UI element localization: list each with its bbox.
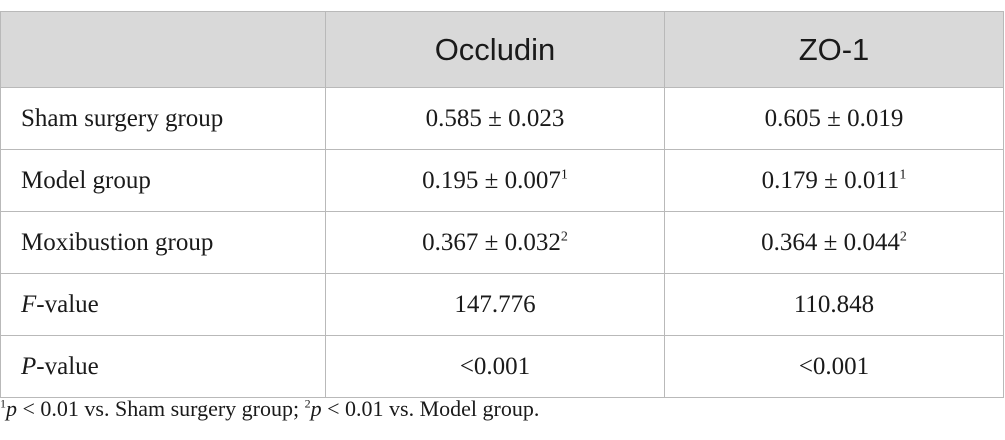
occludin-cell: 0.367 ± 0.0322: [325, 211, 665, 274]
row-label: F-value: [0, 273, 326, 336]
occludin-value: 0.585 ± 0.023: [425, 104, 565, 132]
row-label-text: Model group: [21, 166, 151, 194]
table-footnote: 1p < 0.01 vs. Sham surgery group; 2p < 0…: [0, 396, 539, 422]
table-row: Sham surgery group 0.585 ± 0.023 0.605 ±…: [0, 87, 1004, 150]
occludin-cell: 147.776: [325, 273, 665, 336]
zo1-value: 0.179 ± 0.011: [761, 166, 900, 194]
zo1-cell: 0.605 ± 0.019: [664, 87, 1004, 150]
footnote-mark-2: 2: [304, 396, 311, 411]
zo1-cell: 110.848: [664, 273, 1004, 336]
zo1-value: <0.001: [798, 352, 870, 380]
header-cell-occludin: Occludin: [325, 11, 665, 88]
table-row: F-value 147.776 110.848: [0, 273, 1004, 336]
header-cell-empty: [0, 11, 326, 88]
occludin-value: <0.001: [459, 352, 531, 380]
occludin-value: 147.776: [454, 290, 536, 318]
table-row: Model group 0.195 ± 0.0071 0.179 ± 0.011…: [0, 149, 1004, 212]
row-label-text: -value: [36, 352, 99, 380]
zo1-cell: 0.364 ± 0.0442: [664, 211, 1004, 274]
occludin-cell: 0.585 ± 0.023: [325, 87, 665, 150]
occludin-footnote-mark: 2: [560, 229, 568, 245]
footnote-text-2: < 0.01 vs. Model group.: [321, 396, 540, 421]
occludin-footnote-mark: 1: [560, 167, 568, 183]
zo1-value: 0.364 ± 0.044: [761, 228, 900, 256]
zo1-value: 0.605 ± 0.019: [764, 104, 904, 132]
row-label: Sham surgery group: [0, 87, 326, 150]
table-row: P-value <0.001 <0.001: [0, 335, 1004, 398]
footnote-mark-1: 1: [0, 396, 6, 411]
occludin-value: 0.195 ± 0.007: [422, 166, 561, 194]
results-table: Occludin ZO-1 Sham surgery group 0.585 ±…: [0, 11, 1004, 398]
zo1-cell: 0.179 ± 0.0111: [664, 149, 1004, 212]
header-row: Occludin ZO-1: [0, 11, 1004, 88]
row-label: Model group: [0, 149, 326, 212]
zo1-value: 110.848: [793, 290, 875, 318]
table-row: Moxibustion group 0.367 ± 0.0322 0.364 ±…: [0, 211, 1004, 274]
row-label: Moxibustion group: [0, 211, 326, 274]
occludin-value: 0.367 ± 0.032: [422, 228, 561, 256]
zo1-footnote-mark: 1: [899, 167, 907, 183]
row-label-text: -value: [36, 290, 99, 318]
footnote-text-1: < 0.01 vs. Sham surgery group;: [17, 396, 305, 421]
zo1-footnote-mark: 2: [899, 229, 907, 245]
header-cell-zo1: ZO-1: [664, 11, 1004, 88]
row-label-text: Sham surgery group: [21, 104, 224, 132]
row-label-text: Moxibustion group: [21, 228, 214, 256]
occludin-cell: 0.195 ± 0.0071: [325, 149, 665, 212]
occludin-cell: <0.001: [325, 335, 665, 398]
row-label-italic: F: [21, 290, 37, 318]
footnote-p-2: p: [310, 396, 322, 421]
zo1-cell: <0.001: [664, 335, 1004, 398]
row-label: P-value: [0, 335, 326, 398]
row-label-italic: P: [21, 352, 37, 380]
footnote-p-1: p: [6, 396, 17, 421]
